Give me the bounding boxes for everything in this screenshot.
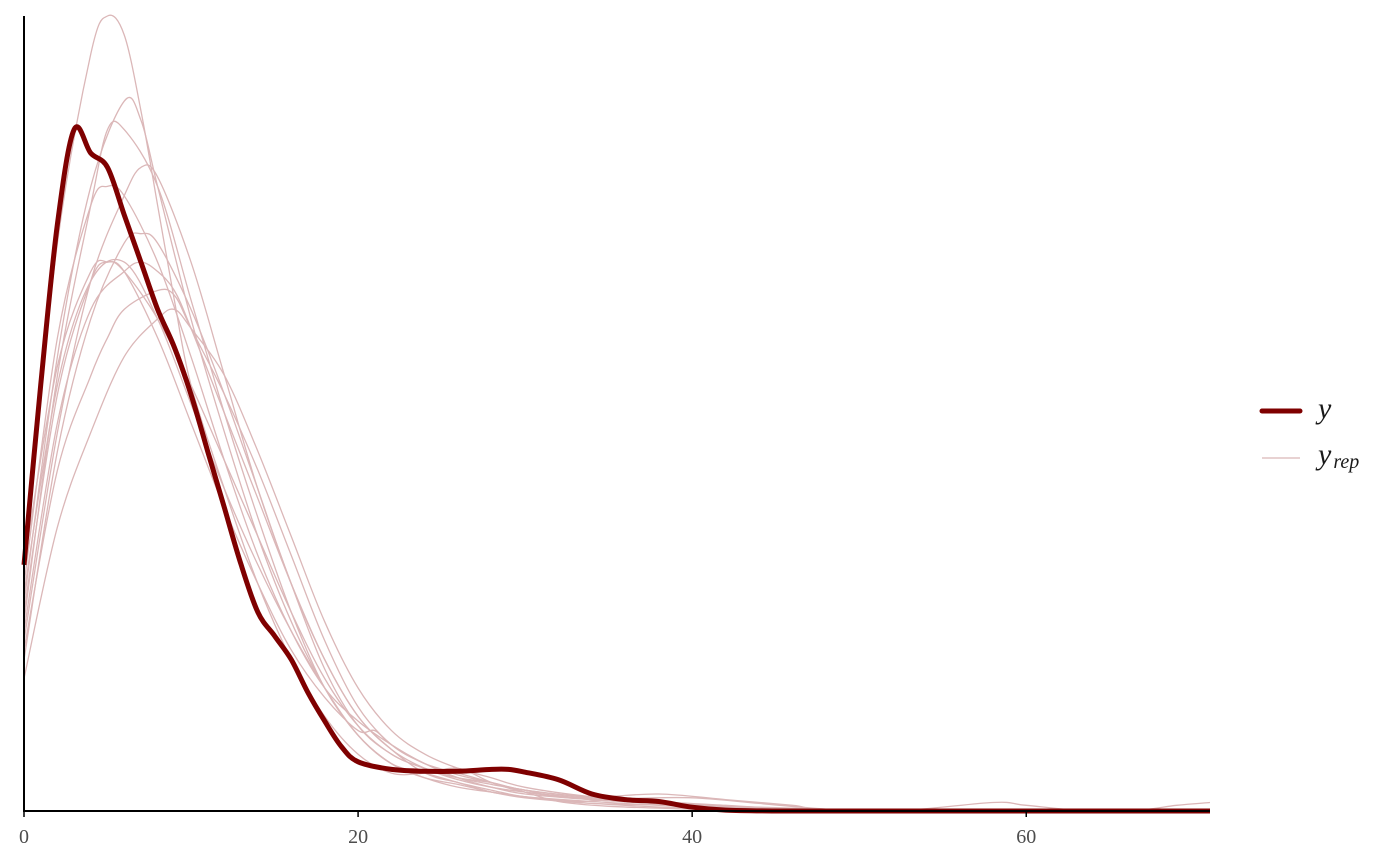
plot-area [21,14,1211,814]
yrep-density-line-1 [23,14,1210,812]
x-tick-label-60: 60 [1016,826,1036,848]
x-tick-label-40: 40 [682,826,702,848]
x-tick-label-20: 20 [348,826,368,848]
yrep-density-line-7 [23,260,1210,812]
yrep-density-line-3 [23,120,1210,812]
yrep-density-line-6 [23,232,1210,812]
legend-label-yrep: y rep [1315,438,1359,473]
legend-label-y: y [1315,392,1332,425]
yrep-density-line-9 [23,288,1210,812]
yrep-density-line-4 [23,164,1210,812]
yrep-density-line-2 [23,96,1210,812]
x-axis-ticks: 0 20 40 60 [19,811,1036,848]
yrep-density-line-5 [23,184,1210,812]
legend-label-yrep-symbol: y [1315,438,1332,471]
yrep-density-line-11 [23,308,1210,812]
x-tick-label-0: 0 [19,826,29,848]
legend-label-yrep-subscript: rep [1333,451,1359,473]
yrep-density-line-8 [23,261,1210,812]
y-density-line [21,124,1210,814]
yrep-density-line-10 [23,259,1210,812]
legend: y y rep [1259,392,1359,473]
